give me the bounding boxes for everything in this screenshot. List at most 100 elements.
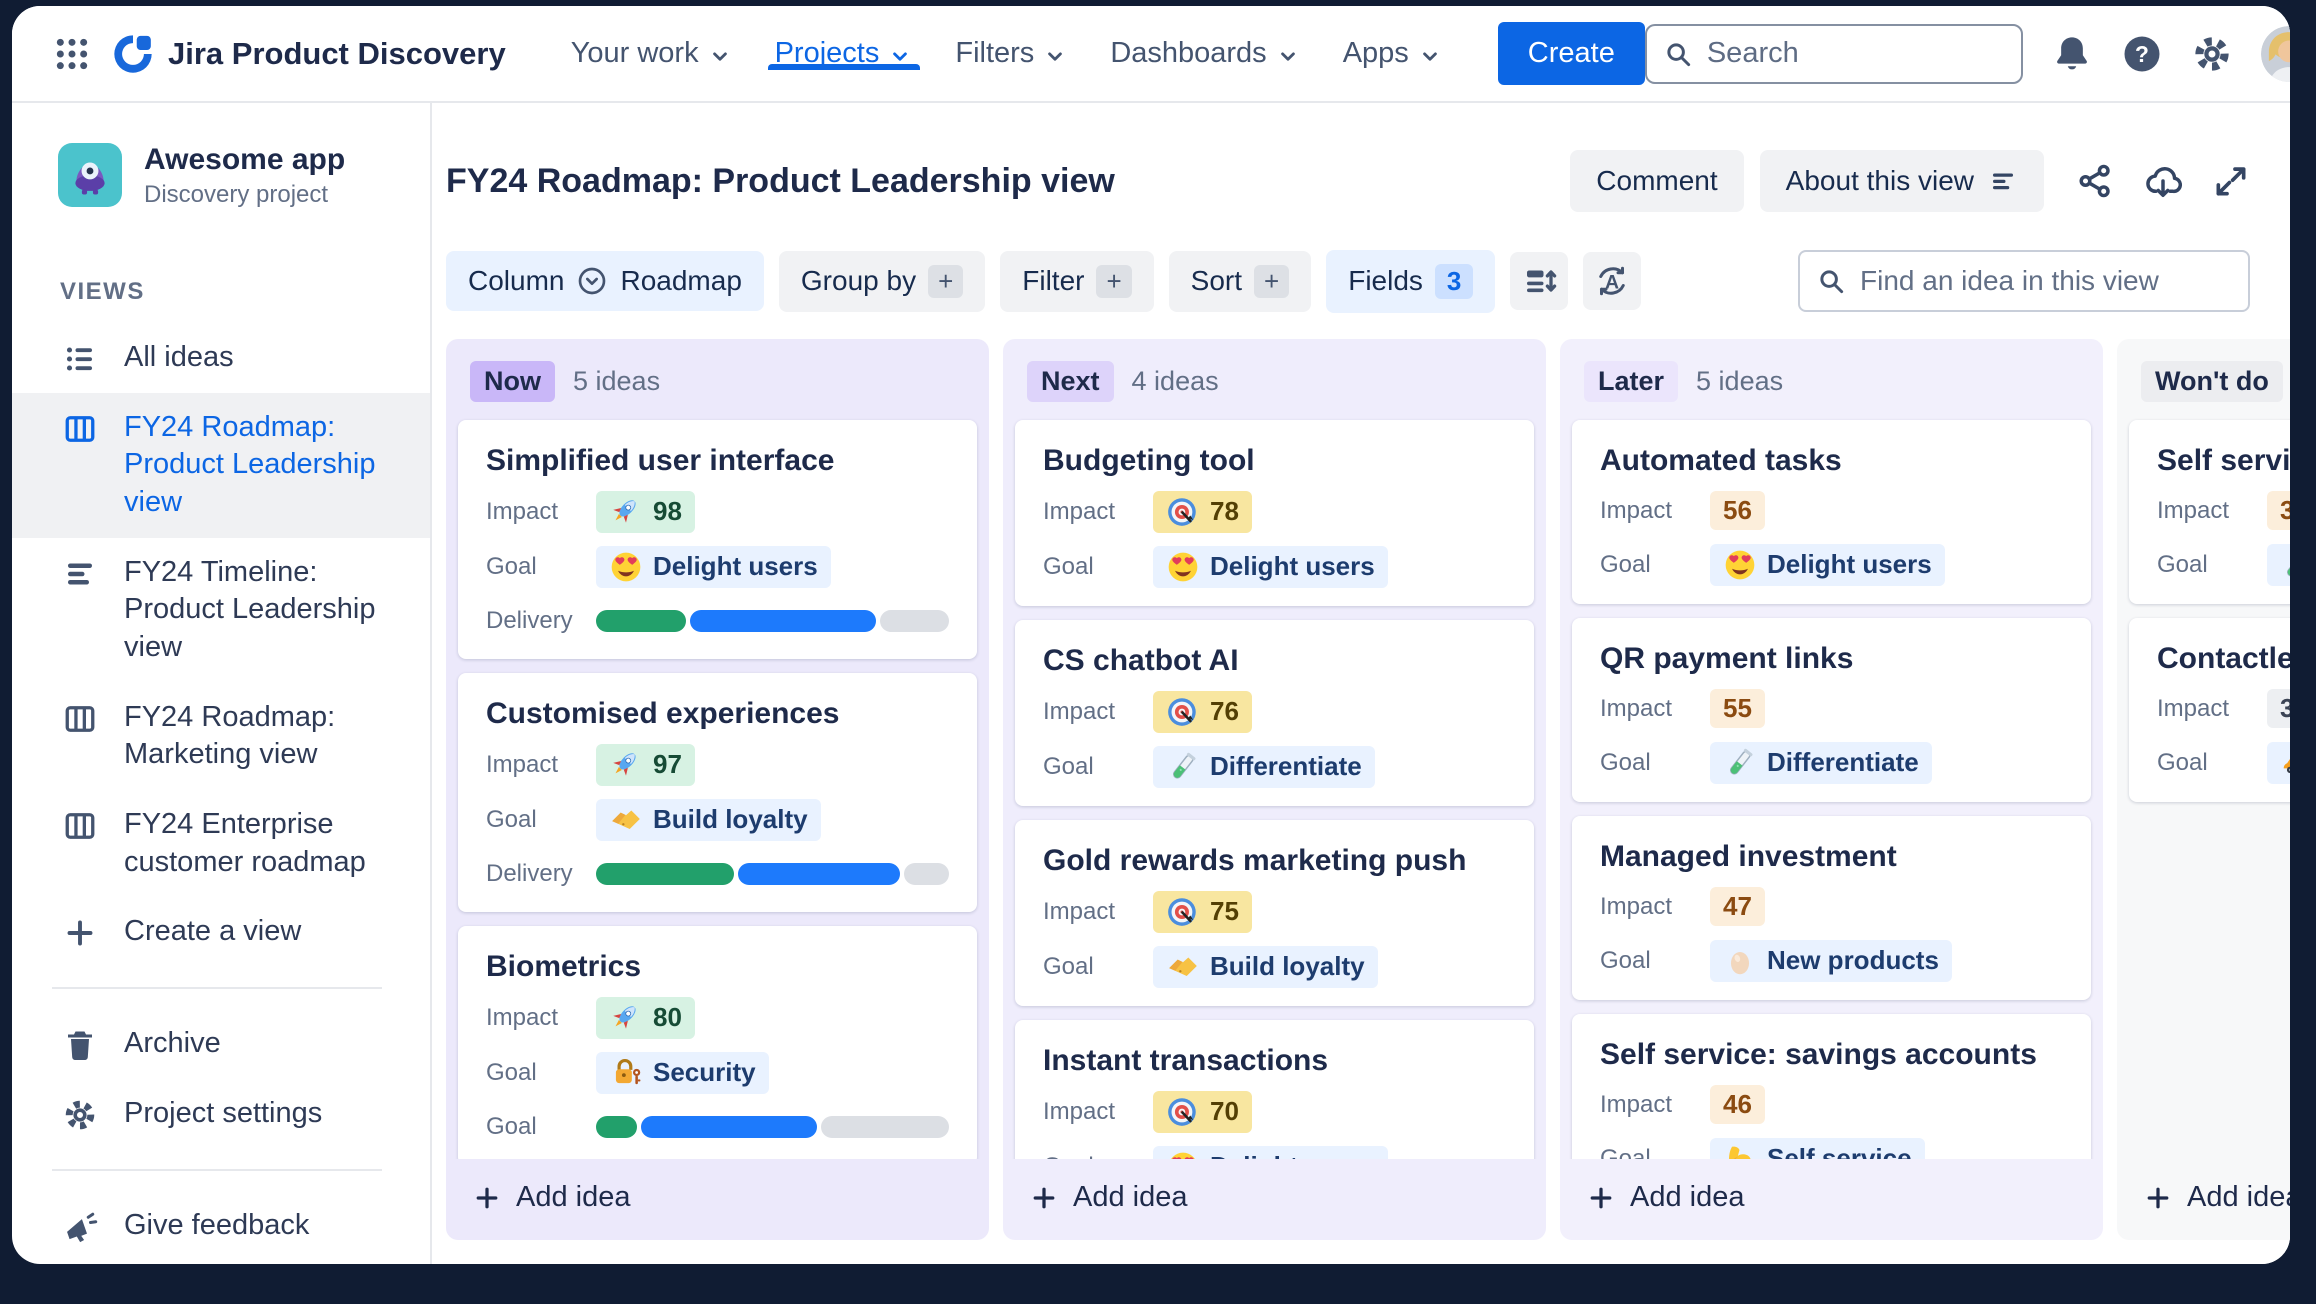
column-setting-button[interactable]: Column Roadmap [446,251,764,312]
impact-pill[interactable]: 30 [2267,689,2290,729]
about-this-view-button[interactable]: About this view [1759,150,2044,213]
sidebar-item-fy24-timeline-product-leadership-view[interactable]: FY24 Timeline: Product Leadership view [12,538,430,683]
sidebar-item-label: FY24 Timeline: Product Leadership view [124,555,376,663]
chevron-down-icon [887,43,913,69]
goal-pill[interactable]: Self service [1710,1137,1925,1159]
card-field-row: Goal [486,1107,949,1147]
project-header[interactable]: Awesome app Discovery project [12,133,430,217]
idea-card[interactable]: Instant transactions Impact 70 Goal Delight … [1015,1019,1534,1159]
impact-pill[interactable]: 98 [596,490,695,533]
idea-card[interactable]: Self service: savings accounts Impact 46 Go… [1572,1013,2091,1159]
impact-pill[interactable]: 78 [1153,490,1252,533]
field-label: Impact [1600,892,1673,920]
idea-card[interactable]: Biometrics Impact 80 Goal Security Goal [458,925,977,1159]
export-cloud-icon[interactable] [2144,162,2182,200]
progress-segment-green [596,862,734,885]
sidebar-item-all-ideas[interactable]: All ideas [12,323,430,393]
goal-pill[interactable] [2267,543,2290,586]
idea-card[interactable]: Gold rewards marketing push Impact 75 Goal B… [1015,819,1534,1006]
project-sidebar: Awesome app Discovery project VIEWS All … [12,103,432,1264]
nav-item-apps[interactable]: Apps [1322,37,1464,70]
impact-pill[interactable]: 47 [1710,887,1765,927]
impact-pill[interactable]: 76 [1153,690,1252,733]
idea-card[interactable]: Self service: Impact 36 Goal [2129,419,2290,604]
nav-item-filters[interactable]: Filters [934,37,1089,70]
idea-card[interactable]: QR payment links Impact 55 Goal Differentiat… [1572,617,2091,802]
filter-button[interactable]: Filter + [1000,250,1154,312]
impact-pill[interactable]: 56 [1710,491,1765,531]
goal-pill[interactable]: Security [596,1051,769,1094]
trash-icon [62,1027,98,1063]
impact-pill[interactable]: 46 [1710,1085,1765,1125]
comment-button[interactable]: Comment [1570,150,1744,213]
sidebar-item-fy24-roadmap-marketing-view[interactable]: FY24 Roadmap: Marketing view [12,683,430,790]
fields-button[interactable]: Fields 3 [1326,249,1496,313]
idea-card[interactable]: CS chatbot AI Impact 76 Goal Differentiate [1015,619,1534,806]
idea-card[interactable]: Simplified user interface Impact 98 Goal Del… [458,419,977,659]
sidebar-item-give-feedback[interactable]: Give feedback [12,1191,430,1261]
group-by-button[interactable]: Group by + [778,250,986,312]
sidebar-item-fy24-roadmap-product-leadership-view[interactable]: FY24 Roadmap: Product Leadership view [12,392,430,538]
field-label: Impact [1600,694,1673,722]
goal-pill[interactable]: New products [1710,939,1952,982]
sidebar-item-fy24-enterprise-customer-roadmap[interactable]: FY24 Enterprise customer roadmap [12,790,430,897]
app-switcher-icon[interactable] [52,34,92,74]
pill-value: Self service [1767,1143,1912,1159]
jira-logo-icon [110,31,156,77]
goal-pill[interactable]: Differentiate [1153,745,1375,788]
idea-card[interactable]: Managed investment Impact 47 Goal New produc… [1572,815,2091,1000]
idea-card[interactable]: Budgeting tool Impact 78 Goal Delight users [1015,419,1534,606]
sidebar-item-archive[interactable]: Archive [12,1009,430,1079]
nav-item-your-work[interactable]: Your work [550,37,754,70]
user-avatar[interactable] [2260,25,2290,82]
notifications-bell-icon[interactable] [2051,33,2093,75]
sidebar-item-create-a-view[interactable]: Create a view [12,897,430,967]
find-idea-box[interactable] [1798,250,2250,313]
sidebar-item-project-settings[interactable]: Project settings [12,1079,430,1149]
sidebar-item-label: FY24 Roadmap: Marketing view [124,700,336,771]
goal-pill[interactable]: Delight users [1153,545,1388,588]
test-tube-icon [1723,746,1757,780]
search-input[interactable] [1704,36,2005,71]
impact-pill[interactable]: 55 [1710,689,1765,729]
row-height-button[interactable] [1510,252,1569,311]
nav-left: Jira Product Discovery Your work Projects… [52,6,1645,101]
delivery-progress-bar [596,1115,949,1138]
goal-pill[interactable]: Differentiate [1710,741,1932,784]
global-search[interactable] [1644,23,2023,84]
test-tube-icon [2280,548,2290,582]
nav-item-dashboards[interactable]: Dashboards [1089,37,1321,70]
add-view-icon[interactable] [356,275,390,309]
share-icon[interactable] [2076,162,2114,200]
sidebar-item-label: Project settings [124,1097,323,1130]
impact-pill[interactable]: 36 [2267,491,2290,531]
impact-pill[interactable]: 75 [1153,890,1252,933]
app-logo[interactable]: Jira Product Discovery [110,31,506,77]
idea-card[interactable]: Automated tasks Impact 56 Goal Delight users [1572,419,2091,604]
sort-button[interactable]: Sort + [1168,250,1312,312]
chip-label: Group by [800,265,917,297]
settings-gear-icon[interactable] [2191,33,2233,75]
goal-pill[interactable]: Build loyalty [1153,945,1378,988]
goal-pill[interactable]: Delight users [1153,1145,1388,1159]
nav-item-projects[interactable]: Projects [754,37,935,70]
impact-pill[interactable]: 80 [596,996,695,1039]
impact-pill[interactable]: 70 [1153,1090,1252,1133]
goal-pill[interactable]: Delight users [596,545,831,588]
add-idea-button[interactable]: Add idea [2117,1159,2290,1240]
idea-card[interactable]: Customised experiences Impact 97 Goal Build … [458,672,977,912]
goal-pill[interactable]: Build loyalty [596,798,821,841]
fullscreen-icon[interactable] [2212,162,2250,200]
find-idea-input[interactable] [1858,264,2232,299]
create-button[interactable]: Create [1497,22,1645,85]
goal-pill[interactable] [2267,741,2290,784]
chevron-down-icon [1417,43,1443,69]
goal-pill[interactable]: Delight users [1710,543,1945,586]
help-icon[interactable]: ? [2121,33,2163,75]
add-idea-button[interactable]: Add idea [1560,1159,2103,1240]
add-idea-button[interactable]: Add idea [446,1159,989,1240]
impact-pill[interactable]: 97 [596,743,695,786]
add-idea-button[interactable]: Add idea [1003,1159,1546,1240]
idea-card[interactable]: Contactless Impact 30 Goal [2129,617,2290,802]
sort-alpha-button[interactable]: A [1583,252,1642,311]
